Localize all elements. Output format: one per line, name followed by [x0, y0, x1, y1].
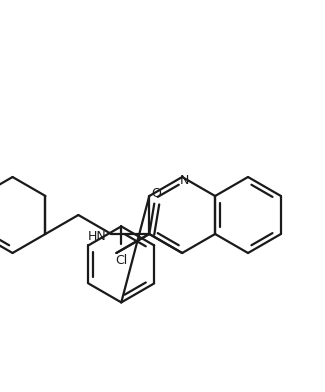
- Text: N: N: [179, 174, 189, 187]
- Text: HN: HN: [87, 229, 106, 243]
- Text: Cl: Cl: [115, 254, 127, 267]
- Text: O: O: [151, 187, 161, 200]
